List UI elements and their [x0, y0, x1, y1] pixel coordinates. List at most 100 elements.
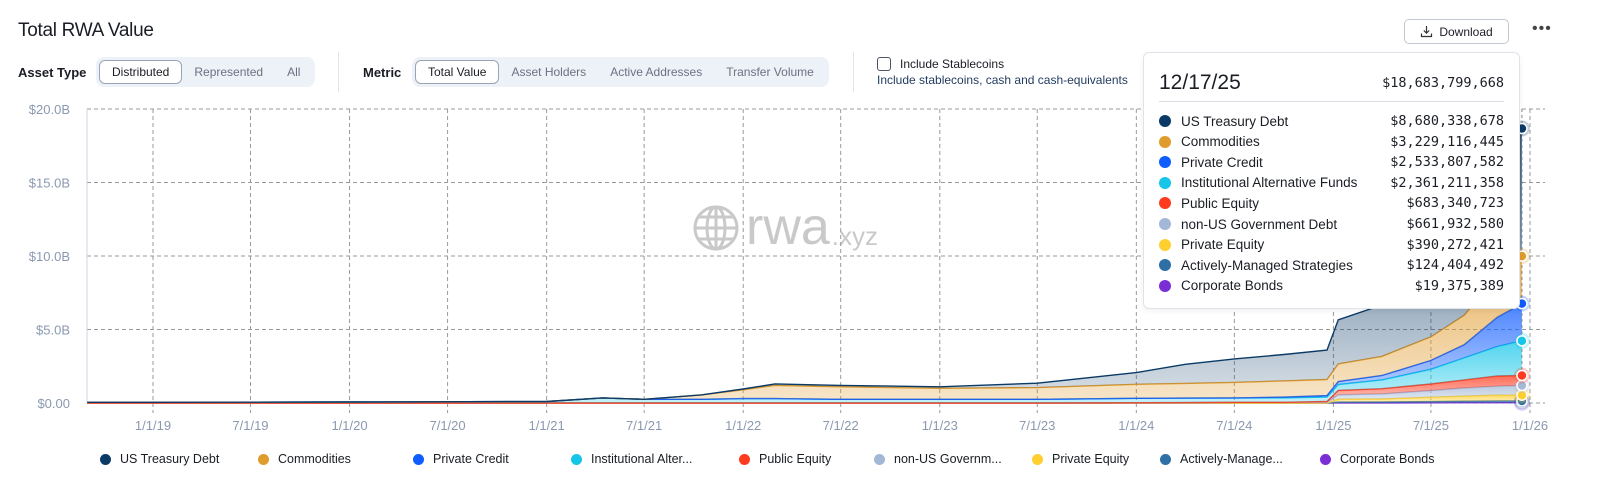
legend-color-dot [1032, 453, 1043, 465]
legend-color-dot [874, 453, 885, 465]
x-tick-label: 1/1/23 [922, 418, 958, 433]
legend-label: Institutional Alter... [591, 452, 693, 466]
x-tick-label: 1/1/22 [725, 418, 761, 433]
tooltip-row: Actively-Managed Strategies $124,404,492 [1159, 255, 1504, 275]
legend-item[interactable]: Private Credit [413, 452, 571, 466]
tooltip-row: Commodities $3,229,116,445 [1159, 132, 1504, 152]
tooltip-row: non-US Government Debt $661,932,580 [1159, 214, 1504, 234]
tooltip: 12/17/25 $18,683,799,668 US Treasury Deb… [1143, 52, 1520, 309]
more-options-button[interactable]: ••• [1532, 20, 1552, 37]
x-tick-label: 1/1/25 [1315, 418, 1351, 433]
legend-color-dot [1320, 453, 1331, 465]
divider [853, 52, 854, 92]
series-color-dot [1159, 176, 1171, 189]
legend-item[interactable]: Actively-Manage... [1160, 452, 1320, 466]
tooltip-series-name: Public Equity [1181, 195, 1260, 211]
series-color-dot [1159, 156, 1171, 169]
series-color-dot [1159, 197, 1171, 210]
metric-segmented: Total Value Asset Holders Active Address… [412, 57, 829, 87]
legend-item[interactable]: Corporate Bonds [1320, 452, 1440, 466]
asset-type-segmented: Distributed Represented All [96, 57, 316, 87]
include-stablecoins-sublabel: Include stablecoins, cash and cash-equiv… [877, 73, 1128, 87]
x-tick-label: 7/1/23 [1019, 418, 1055, 433]
globe-icon [693, 205, 739, 251]
tooltip-series-value: $8,680,338,678 [1390, 113, 1504, 129]
tooltip-series-value: $19,375,389 [1414, 277, 1504, 294]
tooltip-series-value: $3,229,116,445 [1390, 133, 1504, 150]
tooltip-series-name: Institutional Alternative Funds [1181, 175, 1358, 191]
x-tick-label: 7/1/24 [1216, 418, 1252, 433]
tooltip-series-value: $2,533,807,582 [1390, 154, 1504, 171]
legend-item[interactable]: US Treasury Debt [100, 452, 258, 466]
tooltip-series-name: Commodities [1181, 134, 1260, 150]
metric-asset-holders[interactable]: Asset Holders [511, 65, 587, 79]
x-tick-label: 1/1/19 [135, 418, 171, 433]
asset-type-all[interactable]: All [287, 65, 301, 79]
tooltip-series-name: Corporate Bonds [1181, 278, 1284, 294]
legend-label: Private Equity [1052, 452, 1130, 466]
tooltip-series-value: $683,340,723 [1406, 195, 1504, 212]
download-icon [1421, 26, 1433, 38]
legend-label: US Treasury Debt [120, 452, 220, 466]
asset-type-distributed[interactable]: Distributed [99, 60, 183, 84]
legend-item[interactable]: non-US Governm... [874, 452, 1032, 466]
x-tick-label: 7/1/21 [626, 418, 662, 433]
x-tick-label: 7/1/19 [232, 418, 268, 433]
y-tick-label: $15.0B [29, 176, 70, 191]
tooltip-series-value: $661,932,580 [1406, 216, 1504, 232]
x-tick-label: 1/1/21 [529, 418, 565, 433]
legend-item[interactable]: Institutional Alter... [571, 452, 739, 466]
legend-item[interactable]: Private Equity [1032, 452, 1160, 466]
y-tick-label: $5.0B [36, 323, 70, 338]
include-stablecoins-checkbox[interactable] [877, 57, 891, 71]
series-color-dot [1159, 238, 1171, 251]
tooltip-series-name: Actively-Managed Strategies [1181, 257, 1353, 273]
hover-marker [1516, 369, 1528, 382]
asset-type-represented[interactable]: Represented [194, 65, 264, 79]
x-tick-label: 1/1/20 [331, 418, 367, 433]
tooltip-series-value: $124,404,492 [1406, 257, 1504, 274]
metric-label: Metric [363, 65, 402, 80]
tooltip-row: Public Equity $683,340,723 [1159, 193, 1504, 213]
legend-label: Public Equity [759, 452, 832, 466]
legend-color-dot [1160, 453, 1171, 465]
tooltip-total: $18,683,799,668 [1382, 75, 1504, 91]
y-tick-label: $0.00 [37, 396, 70, 411]
legend-label: Private Credit [433, 452, 509, 466]
tooltip-row: Institutional Alternative Funds $2,361,21… [1159, 173, 1504, 193]
series-color-dot [1159, 218, 1171, 230]
tooltip-series-name: non-US Government Debt [1181, 216, 1338, 232]
legend-item[interactable]: Public Equity [739, 452, 874, 466]
legend-label: non-US Governm... [894, 452, 1002, 466]
legend-item[interactable]: Commodities [258, 452, 413, 466]
tooltip-series-value: $390,272,421 [1406, 236, 1504, 253]
y-tick-label: $10.0B [29, 249, 70, 264]
legend-color-dot [258, 453, 269, 465]
x-tick-label: 1/1/26 [1512, 418, 1548, 433]
legend-label: Corporate Bonds [1340, 452, 1435, 466]
tooltip-row: Private Credit $2,533,807,582 [1159, 152, 1504, 172]
legend-color-dot [739, 453, 750, 465]
metric-transfer-volume[interactable]: Transfer Volume [726, 65, 814, 79]
x-tick-label: 1/1/24 [1118, 418, 1154, 433]
tooltip-series-name: US Treasury Debt [1181, 113, 1289, 129]
download-button[interactable]: Download [1404, 19, 1509, 44]
download-label: Download [1439, 24, 1493, 39]
x-tick-label: 7/1/20 [429, 418, 465, 433]
series-color-dot [1159, 115, 1171, 127]
legend-label: Actively-Manage... [1180, 452, 1283, 466]
tooltip-row: Private Equity $390,272,421 [1159, 235, 1504, 255]
legend-color-dot [100, 453, 111, 465]
tooltip-series-name: Private Equity [1181, 237, 1265, 253]
x-tick-label: 7/1/22 [823, 418, 859, 433]
tooltip-row: US Treasury Debt $8,680,338,678 [1159, 111, 1504, 131]
hover-marker [1516, 335, 1528, 347]
legend-color-dot [571, 453, 582, 465]
include-stablecoins-label: Include Stablecoins [900, 57, 1005, 71]
tooltip-date: 12/17/25 [1159, 71, 1241, 94]
legend-color-dot [413, 453, 424, 465]
metric-active-addresses[interactable]: Active Addresses [610, 65, 703, 79]
divider [338, 52, 339, 92]
series-color-dot [1159, 279, 1171, 292]
metric-total-value[interactable]: Total Value [415, 60, 500, 84]
